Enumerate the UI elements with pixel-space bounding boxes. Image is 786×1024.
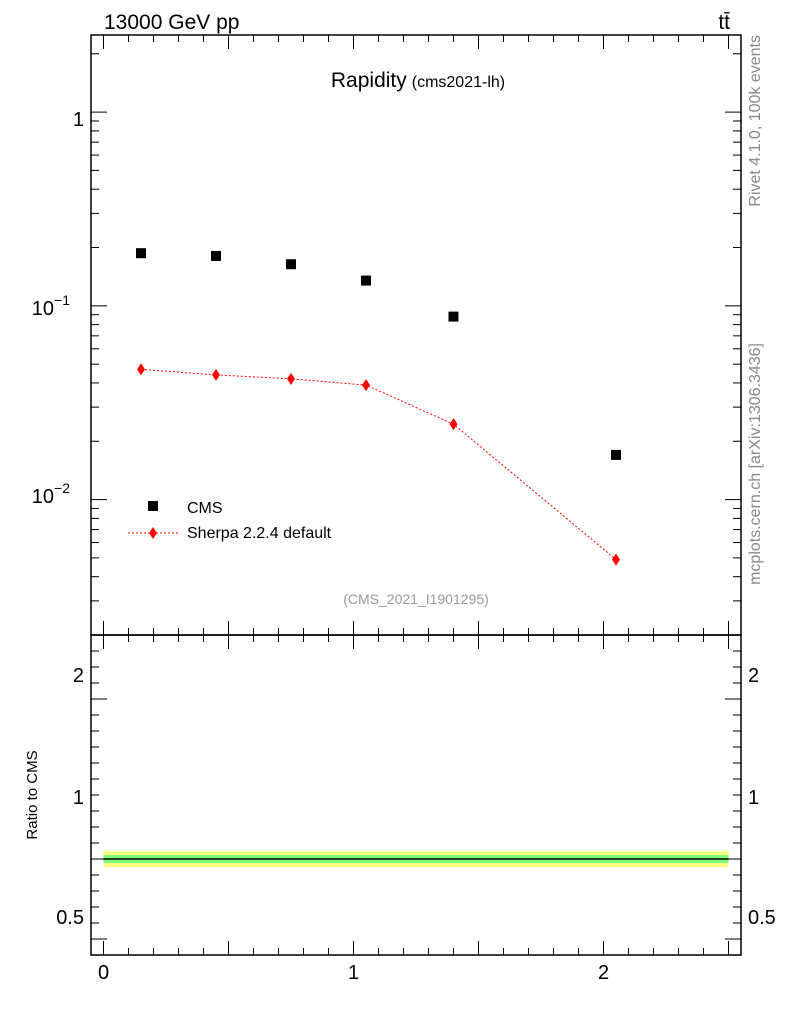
x-tick-label: 0 xyxy=(98,962,109,984)
beam-label: 13000 GeV pp xyxy=(104,11,239,34)
main-axis-ticks xyxy=(91,35,741,636)
sherpa-data-point xyxy=(362,379,370,392)
main-y-tick-exp: −1 xyxy=(54,292,70,308)
process-label: tt̄ xyxy=(718,11,730,34)
cms-data-point xyxy=(136,248,146,259)
main-y-tick-base: 10 xyxy=(32,298,54,320)
legend: CMS Sherpa 2.2.4 default xyxy=(128,500,332,542)
cms-data-point xyxy=(448,311,459,322)
plot-title-main: Rapidity xyxy=(331,69,407,92)
sherpa-data-point xyxy=(212,368,220,381)
sherpa-data-point xyxy=(137,363,145,376)
ratio-y-tick-label: 1 xyxy=(73,787,84,809)
cms-data-point xyxy=(611,449,621,460)
side-label-bottom: mcplots.cern.ch [arXiv:1306.3436] xyxy=(747,343,764,585)
sherpa-data-point xyxy=(449,418,458,431)
x-tick-label: 2 xyxy=(598,962,609,984)
ratio-y-tick-label: 2 xyxy=(73,665,84,687)
cms-data-point xyxy=(361,275,371,286)
sherpa-data-point xyxy=(287,372,295,385)
main-panel-frame xyxy=(90,34,742,636)
plot-title: Rapidity (cms2021-lh) xyxy=(331,69,505,92)
legend-cms-label: CMS xyxy=(187,500,223,517)
ratio-y-tick-label-right: 0.5 xyxy=(748,907,776,929)
cms-data-point xyxy=(286,259,296,270)
plot-subtitle: (cms2021-lh) xyxy=(412,74,505,91)
side-label-top: Rivet 4.1.0, 100k events xyxy=(747,35,764,207)
ratio-y-axis-label: Ratio to CMS xyxy=(24,750,41,839)
main-y-tick-base: 10 xyxy=(32,486,54,508)
main-y-tick-exp: −2 xyxy=(54,480,70,496)
legend-cms-marker xyxy=(148,501,158,511)
ratio-y-tick-label: 0.5 xyxy=(56,907,84,929)
main-y-tick-label: 10−2 xyxy=(32,480,70,508)
main-y-tick-label: 10−1 xyxy=(32,292,70,320)
cms-data-point xyxy=(211,250,221,261)
analysis-id: (CMS_2021_I1901295) xyxy=(343,591,489,607)
x-tick-label: 1 xyxy=(348,962,359,984)
main-y-tick-labels: 1 10−1 10−2 xyxy=(32,109,84,508)
main-y-tick-label: 1 xyxy=(73,109,84,131)
ratio-axis-ticks xyxy=(91,634,741,955)
legend-sherpa-marker xyxy=(149,527,157,539)
ratio-y-tick-label-right: 1 xyxy=(748,787,759,809)
sherpa-line xyxy=(140,368,617,560)
data-markers xyxy=(136,248,621,566)
ratio-y-tick-labels: 2 1 0.5 2 1 0.5 xyxy=(56,665,776,929)
sherpa-data-point xyxy=(612,553,620,566)
ratio-y-tick-label-right: 2 xyxy=(748,665,759,687)
ratio-panel-frame xyxy=(90,634,742,956)
x-tick-labels: 0 1 2 xyxy=(98,962,609,984)
legend-sherpa-label: Sherpa 2.2.4 default xyxy=(187,525,332,542)
